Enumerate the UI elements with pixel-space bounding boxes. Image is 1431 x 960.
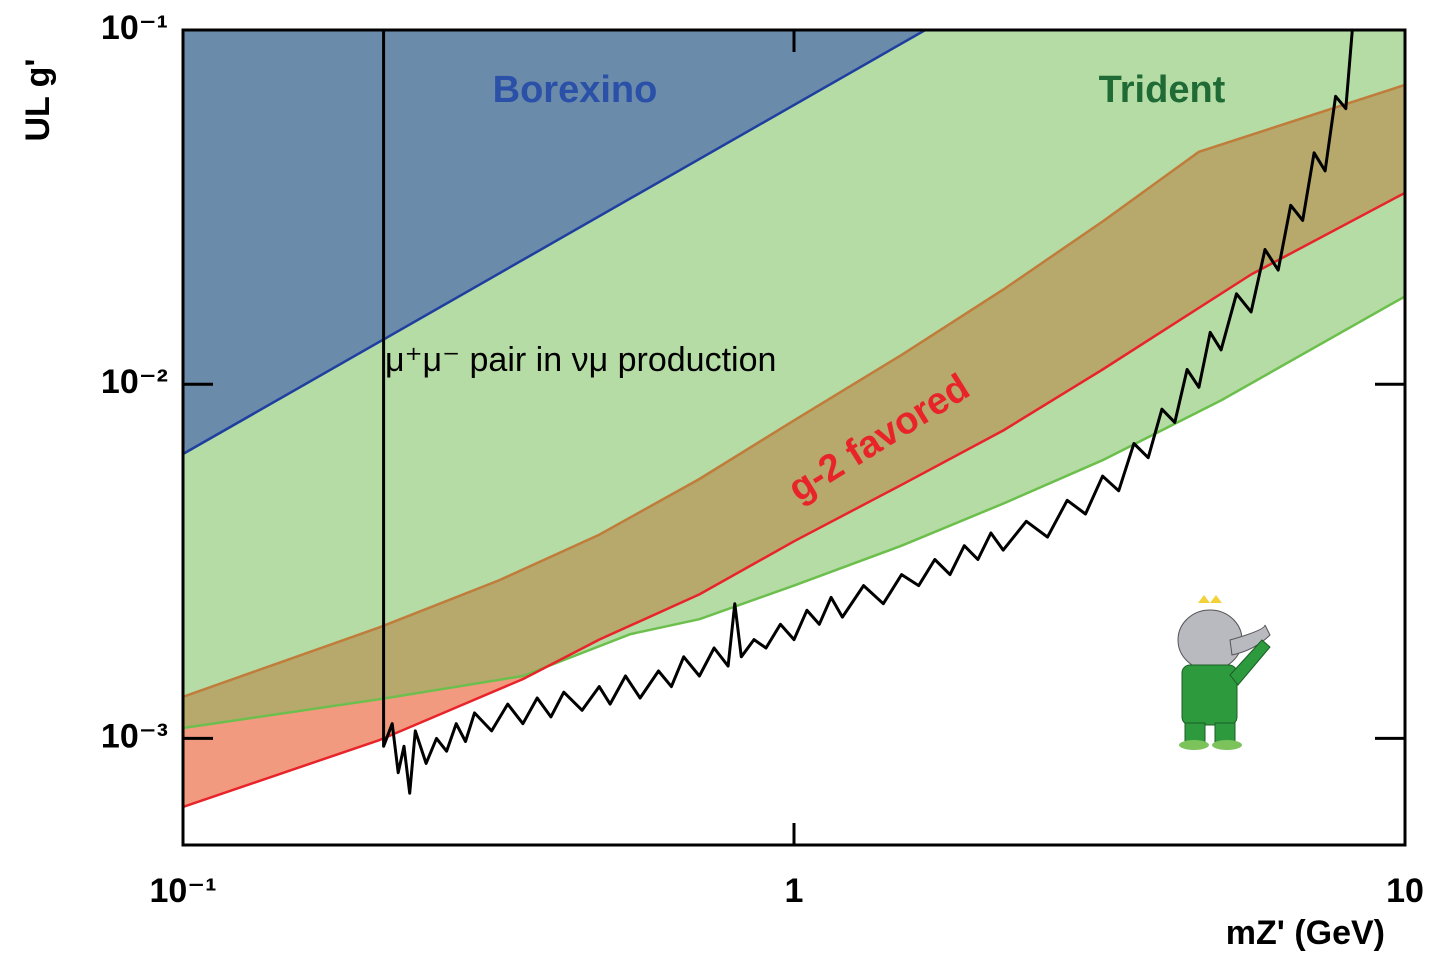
region-label: Borexino [493, 69, 658, 111]
x-tick-label: 1 [785, 872, 804, 910]
y-tick-label: 10⁻² [101, 363, 168, 401]
x-tick-label: 10 [1386, 872, 1424, 910]
x-tick-label: 10⁻¹ [149, 872, 216, 910]
chart: Borexino Trident g-2 favored μ⁺μ⁻ pair i… [0, 0, 1431, 960]
mascot-icon [1178, 595, 1270, 750]
region-label: Trident [1099, 69, 1226, 111]
y-tick-label: 10⁻¹ [101, 9, 168, 47]
y-tick-label: 10⁻³ [101, 717, 168, 755]
annotation: μ⁺μ⁻ pair in νμ production [385, 341, 776, 379]
x-axis-title: mZ' (GeV) [1226, 914, 1385, 952]
y-axis-title: UL g' [19, 58, 57, 141]
